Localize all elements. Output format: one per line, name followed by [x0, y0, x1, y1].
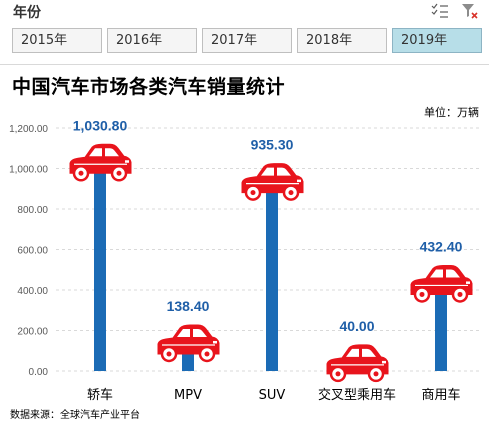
slicer-item-2018[interactable]: 2018年 — [297, 28, 387, 53]
car-icon — [326, 344, 389, 383]
car-icon — [241, 163, 304, 201]
data-label: 1,030.80 — [73, 117, 128, 133]
bar — [94, 162, 106, 371]
year-slicer: 年份 2015年 2016年 2017年 2018年 2019年 — [0, 0, 489, 65]
data-label: 935.30 — [251, 137, 294, 153]
data-label: 138.40 — [167, 298, 210, 314]
x-tick-label: 轿车 — [87, 387, 113, 403]
slicer-item-2017[interactable]: 2017年 — [202, 28, 292, 53]
x-tick-label: SUV — [259, 388, 286, 403]
car-icon — [69, 143, 132, 182]
slicer-header: 年份 — [13, 3, 41, 23]
data-label: 432.40 — [420, 238, 463, 254]
bar — [435, 283, 447, 371]
bar — [266, 181, 278, 371]
chart-title: 中国汽车市场各类汽车销量统计 — [12, 76, 286, 98]
slicer-items: 2015年 2016年 2017年 2018年 2019年 — [12, 28, 482, 53]
x-tick-label: 交叉型乘用车 — [318, 387, 396, 403]
y-tick-label: 0.00 — [29, 367, 49, 378]
data-label: 40.00 — [339, 318, 374, 334]
y-tick-label: 1,000.00 — [9, 165, 48, 176]
multi-select-icon[interactable] — [431, 3, 449, 19]
source-label: 数据来源：全球汽车产业平台 — [10, 410, 140, 421]
y-tick-label: 1,200.00 — [9, 124, 48, 135]
car-icon — [410, 264, 473, 303]
unit-label: 单位：万辆 — [424, 106, 479, 119]
slicer-toolbar — [431, 3, 479, 19]
y-tick-label: 400.00 — [17, 286, 48, 297]
slicer-item-2019[interactable]: 2019年 — [392, 28, 482, 53]
y-tick-label: 800.00 — [17, 205, 48, 216]
y-tick-label: 600.00 — [17, 246, 48, 257]
y-tick-label: 200.00 — [17, 327, 48, 338]
bar-chart: 0.00 200.00 400.00 600.00 800.00 1,000.00 1,20… — [9, 117, 482, 403]
slicer-item-2015[interactable]: 2015年 — [12, 28, 102, 53]
clear-filter-icon[interactable] — [461, 3, 479, 19]
x-tick-label: 商用车 — [421, 387, 460, 403]
x-tick-label: MPV — [174, 388, 202, 403]
slicer-item-2016[interactable]: 2016年 — [107, 28, 197, 53]
car-icon — [157, 324, 220, 363]
slicer-title: 年份 — [13, 5, 41, 21]
